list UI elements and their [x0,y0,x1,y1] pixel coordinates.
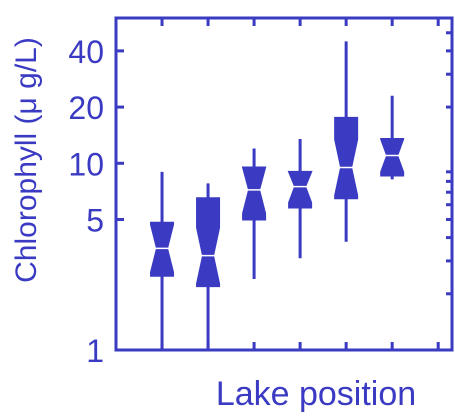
y-tick-label: 40 [68,34,104,70]
box-group [196,183,221,350]
y-tick-label: 5 [86,202,104,238]
box [196,197,221,288]
box-group [380,95,405,180]
y-tick-label: 10 [68,146,104,182]
y-tick-label: 20 [68,90,104,126]
box-group [150,171,175,350]
y-axis-label: Chlorophyll (μ g/L) [10,37,43,283]
box [380,137,405,177]
box-group [287,138,313,259]
box-group [334,41,359,242]
x-axis-label: Lake position [216,375,416,413]
box [150,221,175,277]
plot-frame [114,16,454,352]
box [287,170,313,209]
y-tick-label: 1 [86,333,104,369]
box-group [241,148,267,280]
box [241,166,267,221]
box [334,116,359,200]
